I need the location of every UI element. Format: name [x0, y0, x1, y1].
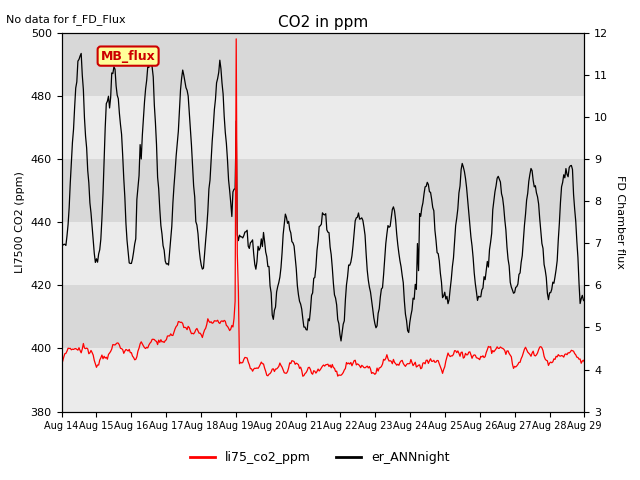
Bar: [61, 96, 584, 159]
Line: li75_co2_ppm: li75_co2_ppm: [61, 39, 584, 376]
Line: er_ANNnight: er_ANNnight: [61, 53, 584, 341]
er_ANNnight: [444, 301, 452, 307]
Bar: [61, 348, 584, 412]
Bar: [61, 285, 584, 348]
li75_co2_ppm: [378, 363, 385, 369]
Bar: [61, 33, 584, 96]
li75_co2_ppm: [58, 358, 65, 363]
li75_co2_ppm: [580, 360, 588, 365]
er_ANNnight: [279, 231, 287, 237]
Legend: li75_co2_ppm, er_ANNnight: li75_co2_ppm, er_ANNnight: [186, 446, 454, 469]
li75_co2_ppm: [444, 350, 452, 356]
Title: CO2 in ppm: CO2 in ppm: [278, 15, 368, 30]
Y-axis label: LI7500 CO2 (ppm): LI7500 CO2 (ppm): [15, 171, 25, 273]
er_ANNnight: [337, 338, 345, 344]
li75_co2_ppm: [535, 347, 543, 353]
Text: No data for f_FD_Flux: No data for f_FD_Flux: [6, 14, 126, 25]
li75_co2_ppm: [353, 362, 360, 368]
Bar: [61, 159, 584, 222]
er_ANNnight: [77, 50, 85, 56]
li75_co2_ppm: [279, 367, 287, 372]
er_ANNnight: [221, 130, 229, 135]
Text: MB_flux: MB_flux: [100, 49, 156, 62]
er_ANNnight: [378, 286, 385, 292]
li75_co2_ppm: [232, 36, 240, 42]
er_ANNnight: [580, 299, 588, 304]
er_ANNnight: [535, 201, 543, 207]
er_ANNnight: [353, 215, 360, 221]
li75_co2_ppm: [299, 373, 307, 379]
li75_co2_ppm: [220, 317, 228, 323]
Y-axis label: FD Chamber flux: FD Chamber flux: [615, 175, 625, 269]
er_ANNnight: [58, 240, 65, 246]
Bar: [61, 222, 584, 285]
